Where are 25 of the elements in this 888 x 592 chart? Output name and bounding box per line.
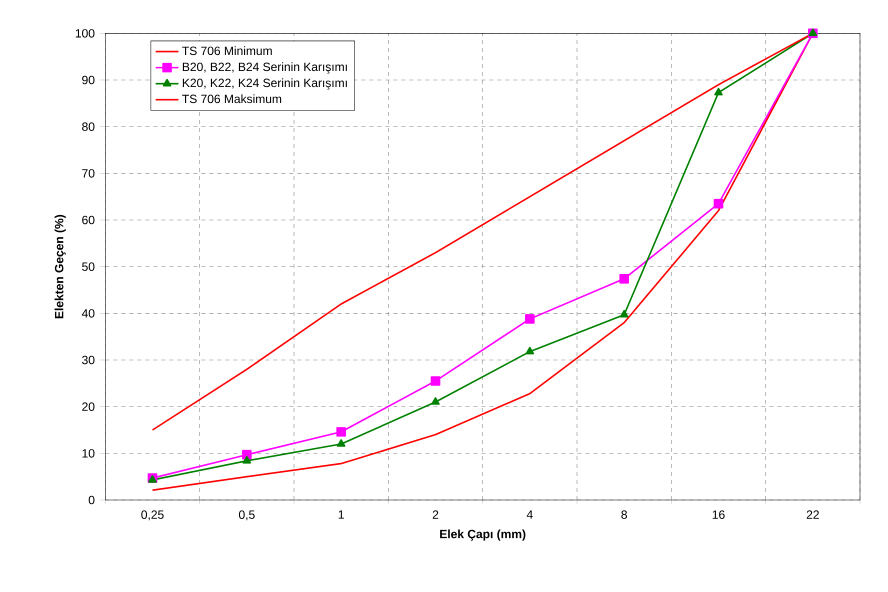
legend-label: K20, K22, K24 Serinin Karışımı xyxy=(182,78,347,90)
x-tick-label: 0,5 xyxy=(238,510,255,520)
legend-label: TS 706 Minimum xyxy=(182,46,272,56)
legend-label: B20, B22, B24 Serinin Karışımı xyxy=(182,62,347,74)
y-tick-label: 30 xyxy=(82,356,94,364)
x-tick-label: 2 xyxy=(432,510,438,519)
y-tick-label: 80 xyxy=(82,122,94,131)
x-tick-label: 4 xyxy=(526,510,533,519)
y-axis-title: Elekten Geçen (%) xyxy=(54,214,66,318)
y-tick-label: 20 xyxy=(82,402,94,411)
x-tick-label: 1 xyxy=(338,510,344,519)
y-tick-label: 100 xyxy=(76,29,94,38)
x-tick-label: 8 xyxy=(621,510,627,519)
x-tick-label: 22 xyxy=(806,510,819,519)
y-tick-label: 10 xyxy=(82,449,94,458)
legend-label: TS 706 Maksimum xyxy=(182,94,282,104)
y-tick-label: 0 xyxy=(88,496,94,504)
y-tick-label: 60 xyxy=(82,216,94,224)
y-tick-label: 70 xyxy=(82,169,94,178)
y-tick-label: 90 xyxy=(82,76,94,84)
y-tick-label: 40 xyxy=(82,309,94,318)
x-axis-title: Elek Çapı (mm) xyxy=(440,529,526,541)
x-tick-label: 0,25 xyxy=(141,510,164,520)
x-tick-label: 16 xyxy=(712,510,725,519)
y-tick-label: 50 xyxy=(82,262,94,271)
